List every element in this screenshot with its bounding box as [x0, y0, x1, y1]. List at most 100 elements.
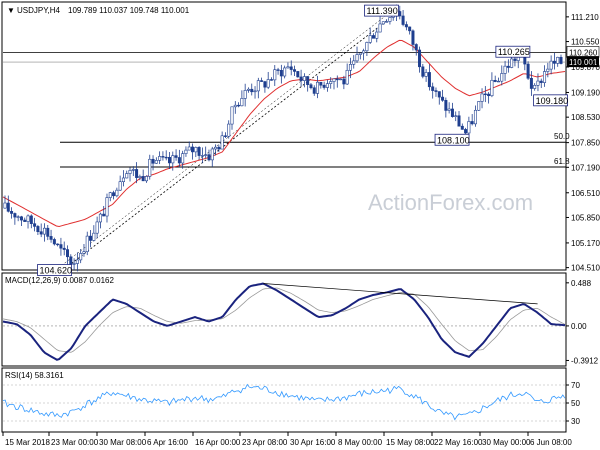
candle-body — [39, 231, 43, 235]
candle-body — [141, 176, 145, 182]
candle-body — [546, 68, 550, 72]
candle-body — [161, 156, 165, 158]
x-tick-label: 6 Jun 08:00 — [530, 438, 572, 447]
price-tick-label: 111.210 — [571, 13, 599, 22]
price-tick-label: 105.850 — [571, 213, 600, 222]
price-tick-label: 106.510 — [571, 189, 600, 198]
candle-body — [112, 192, 116, 197]
candle-body — [33, 223, 37, 227]
price-panel — [1, 1, 567, 271]
candle-body — [158, 156, 162, 161]
fib-level-label: 50.0 — [554, 132, 570, 141]
candle-body — [335, 78, 339, 81]
candle-body — [460, 125, 464, 130]
candle-body — [46, 227, 50, 237]
candle-body — [217, 146, 221, 150]
candle-body — [214, 146, 218, 150]
watermark: ActionForex.com — [368, 190, 533, 215]
candle-body — [352, 60, 356, 65]
rsi-line — [2, 383, 566, 421]
candle-body — [164, 156, 168, 159]
candle-body — [503, 65, 507, 74]
candle-body — [543, 71, 547, 83]
candle-body — [368, 35, 372, 43]
macd-tick-label: 0.488 — [571, 279, 592, 288]
x-tick-label: 6 Apr 16:00 — [147, 438, 188, 447]
candle-body — [154, 160, 158, 164]
x-tick-label: 8 May 00:00 — [338, 438, 383, 447]
candle-body — [253, 90, 257, 93]
x-tick-label: 30 Mar 08:00 — [99, 438, 147, 447]
macd-tick-label: -0.3912 — [571, 356, 599, 365]
candle-body — [411, 30, 415, 45]
fib-level-label: 61.8 — [554, 157, 570, 166]
candle-body — [138, 176, 142, 178]
candle-body — [529, 77, 533, 89]
candle-body — [23, 219, 27, 222]
candlesticks — [3, 4, 563, 272]
candle-body — [184, 149, 188, 154]
candle-body — [250, 88, 254, 93]
candle-body — [16, 216, 20, 218]
candle-body — [3, 202, 7, 209]
candle-body — [477, 101, 481, 111]
candle-body — [444, 99, 448, 111]
candle-body — [306, 76, 310, 85]
price-y-axis: 111.210 110.550 109.870 109.190 108.530 107.8… — [566, 13, 600, 273]
candle-body — [556, 56, 560, 64]
candle-body — [62, 247, 66, 250]
candle-body — [401, 15, 405, 25]
candle-body — [552, 60, 556, 64]
candle-body — [533, 85, 537, 89]
candle-body — [293, 69, 297, 72]
candle-body — [89, 235, 93, 241]
candle-body — [375, 31, 379, 39]
x-tick-label: 23 Mar 00:00 — [51, 438, 99, 447]
candle-body — [207, 154, 211, 161]
price-tick-label: 104.510 — [571, 264, 600, 273]
candle-body — [49, 236, 53, 240]
trendline-upper — [71, 9, 401, 264]
candle-body — [348, 63, 352, 71]
candle-body — [312, 87, 316, 94]
callout-box — [364, 4, 399, 17]
candle-body — [365, 42, 369, 52]
candle-body — [200, 155, 204, 157]
candle-body — [79, 253, 83, 261]
x-tick-label: 15 Mar 2018 — [5, 438, 50, 447]
candle-body — [490, 79, 494, 97]
candle-body — [85, 235, 89, 252]
candle-body — [240, 98, 244, 107]
collapse-arrow-icon[interactable]: ▼ — [7, 6, 15, 15]
candle-body — [526, 63, 530, 79]
candle-body — [131, 169, 135, 171]
candle-body — [322, 84, 326, 88]
candle-body — [220, 135, 224, 150]
rsi-tick-label: 50 — [571, 399, 580, 408]
candle-body — [269, 79, 273, 81]
candle-body — [362, 50, 366, 54]
candle-body — [108, 192, 112, 198]
candle-body — [302, 76, 306, 81]
candle-body — [457, 115, 461, 127]
candle-body — [388, 17, 392, 22]
macd-trendline — [263, 283, 538, 305]
candle-body — [539, 80, 543, 83]
trendline-lower — [61, 11, 391, 266]
price-tick-label: 105.170 — [571, 239, 600, 248]
candle-body — [13, 213, 17, 218]
callout-box — [495, 45, 531, 58]
callout-label: 109.180 — [536, 96, 569, 106]
candle-body — [500, 73, 504, 82]
candle-body — [230, 106, 234, 125]
rsi-tick-label: 30 — [571, 417, 580, 426]
candle-body — [299, 76, 303, 81]
candle-body — [10, 211, 14, 214]
macd-panel — [1, 272, 567, 367]
last-price-label: 110.001 — [569, 58, 598, 67]
candle-body — [473, 109, 477, 125]
candle-body — [171, 155, 175, 164]
candle-body — [227, 123, 231, 137]
candle-body — [559, 56, 563, 64]
